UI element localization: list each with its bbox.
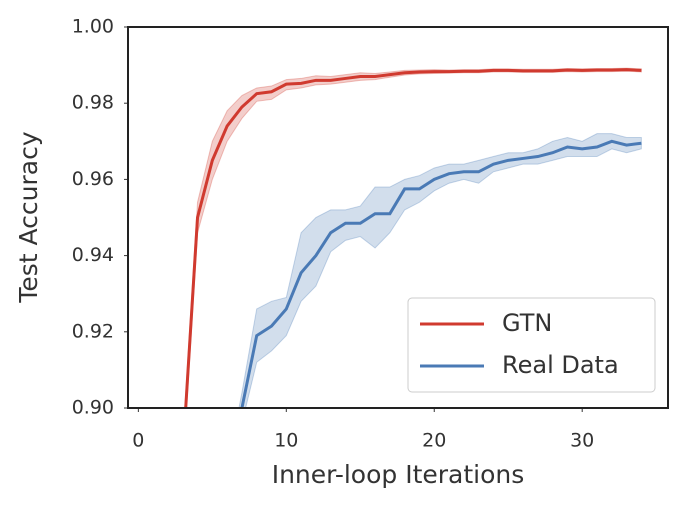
x-tick-label: 30 <box>570 430 594 452</box>
x-tick-label: 0 <box>132 430 144 452</box>
y-tick-label: 0.96 <box>72 168 114 190</box>
x-tick-label: 10 <box>274 430 298 452</box>
y-tick-label: 0.98 <box>72 92 114 114</box>
y-tick-label: 0.92 <box>72 320 114 342</box>
series-line <box>184 68 642 408</box>
x-axis-label: Inner-loop Iterations <box>272 460 525 489</box>
y-tick-label: 1.00 <box>72 16 114 38</box>
legend-label: Real Data <box>502 351 619 379</box>
y-axis-label: Test Accuracy <box>14 131 43 304</box>
confidence-band <box>184 67 642 408</box>
series-line <box>240 139 642 408</box>
x-tick-label: 20 <box>422 430 446 452</box>
y-tick-label: 0.90 <box>72 397 114 419</box>
plot-frame <box>127 26 669 409</box>
legend-label: GTN <box>502 309 552 337</box>
legend-box <box>407 297 656 393</box>
confidence-band <box>238 133 642 408</box>
plot-area <box>184 67 642 408</box>
y-tick-label: 0.94 <box>72 244 114 266</box>
